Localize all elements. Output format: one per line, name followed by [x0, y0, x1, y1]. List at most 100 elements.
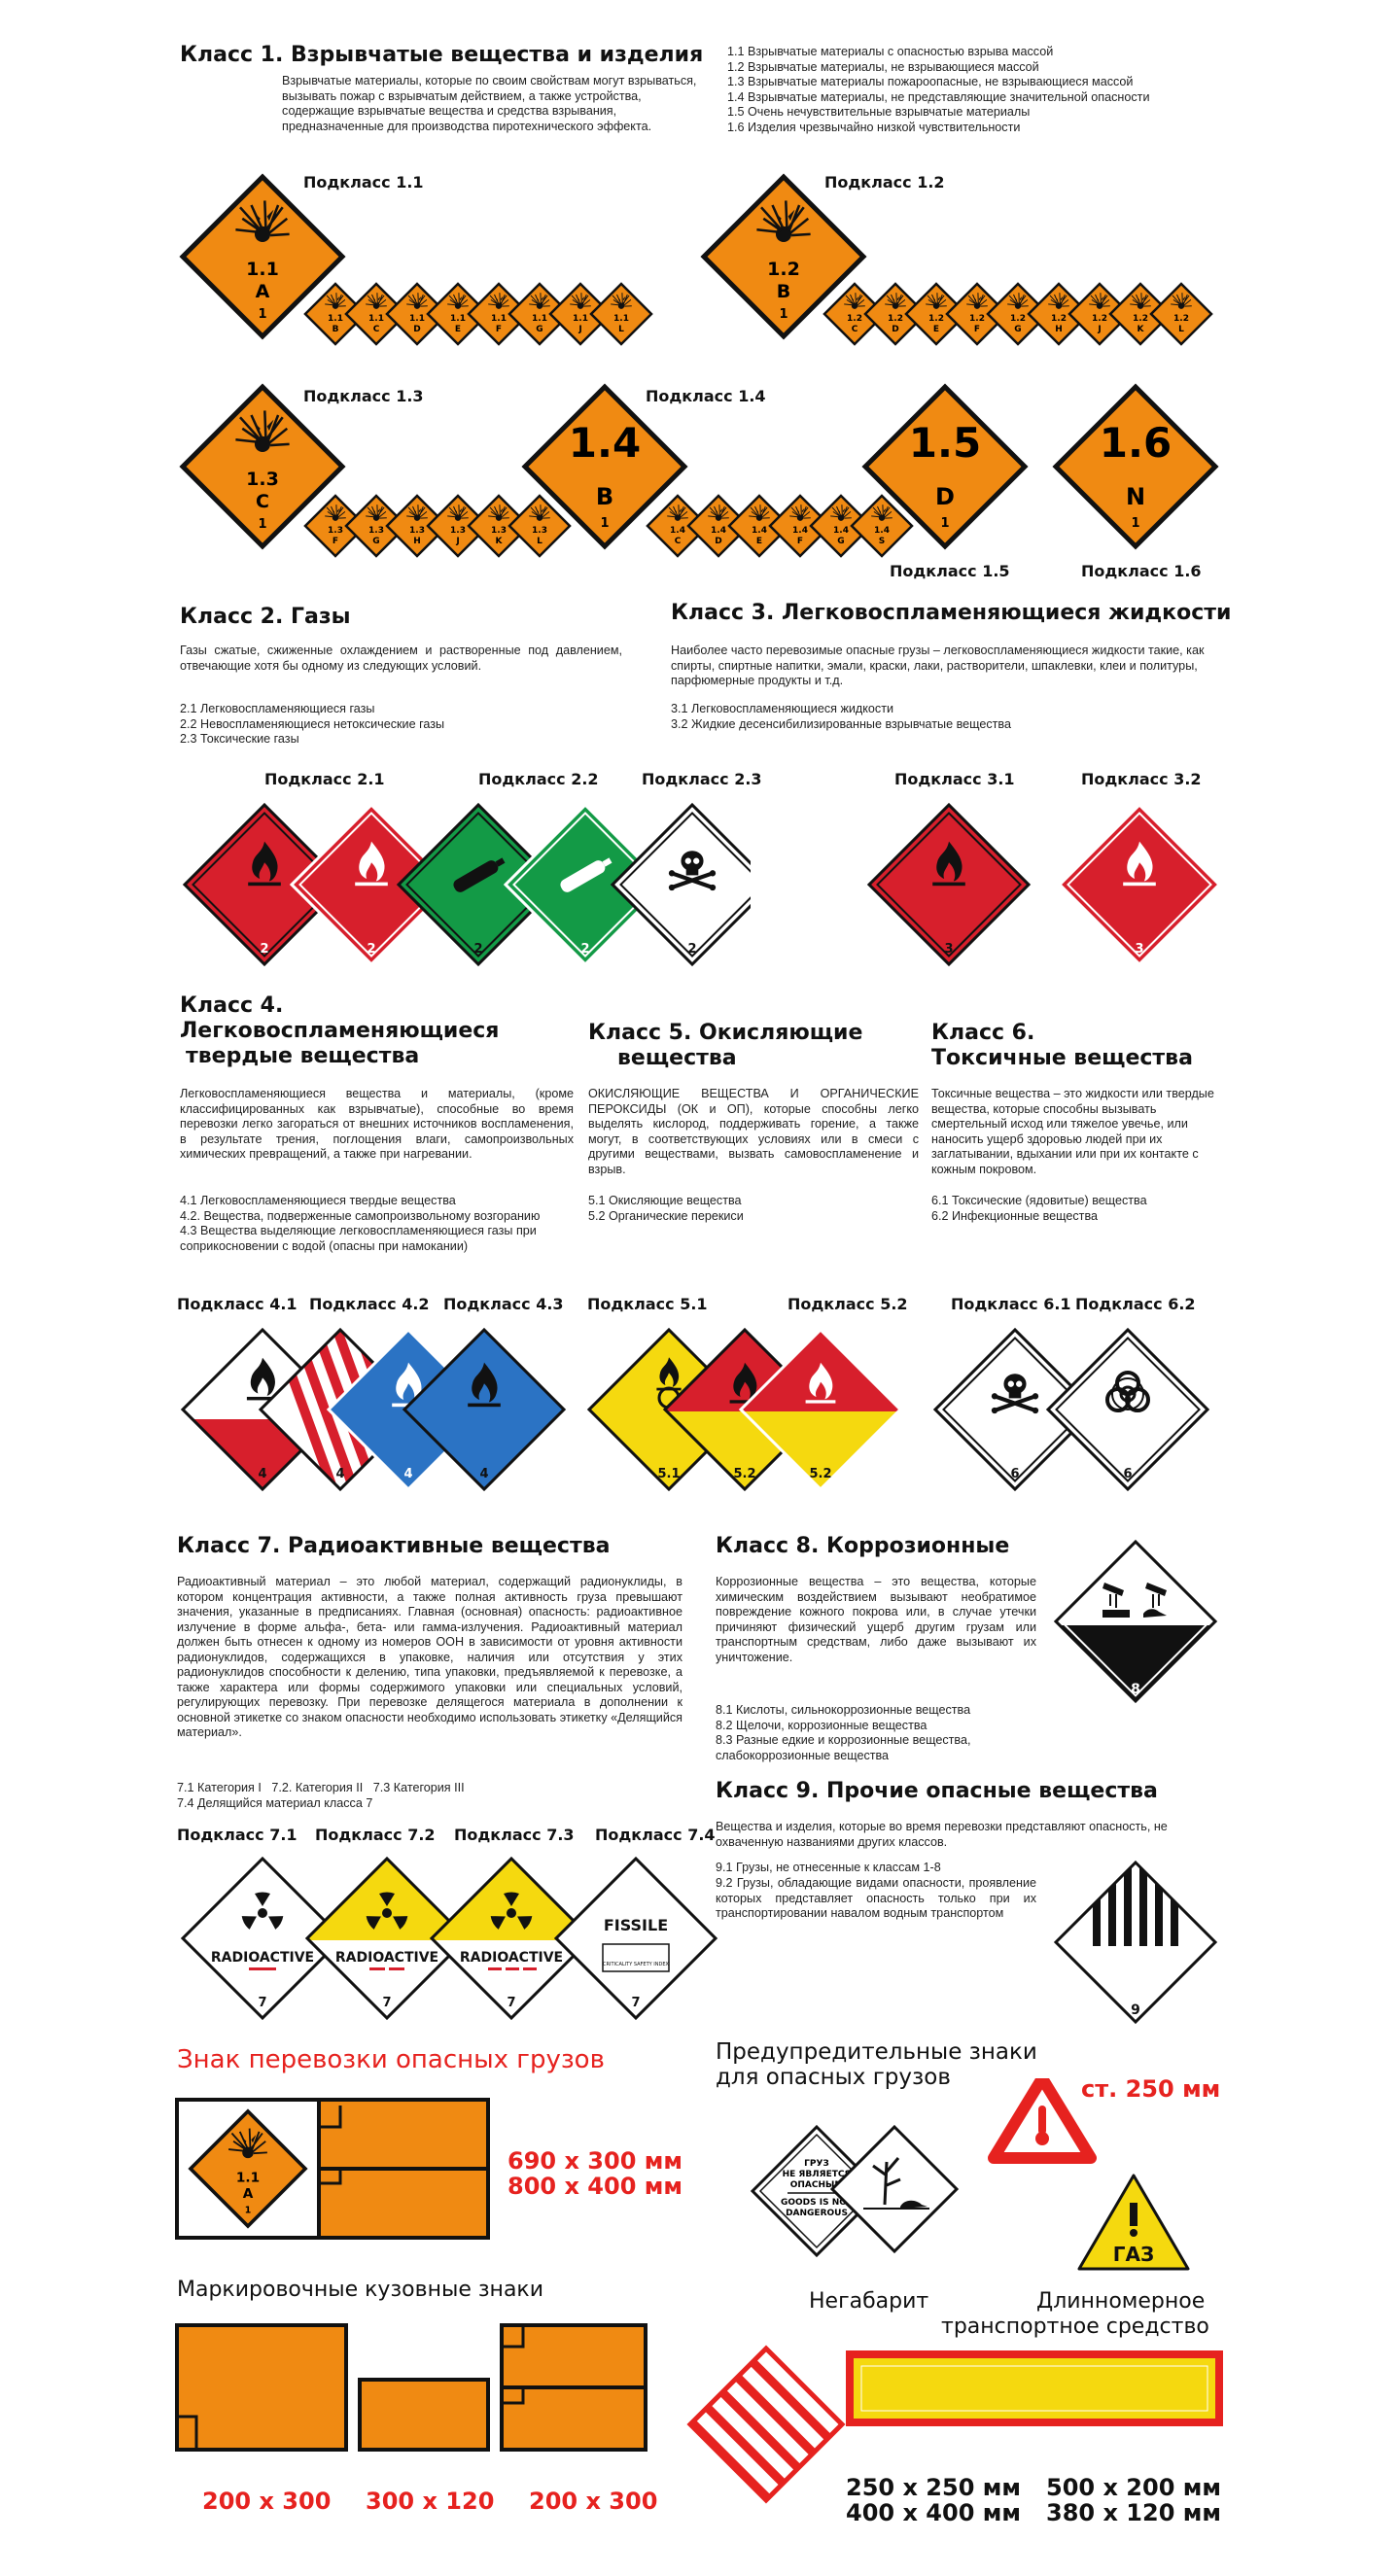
- class1-list-item: 1.2 Взрывчатые материалы, не взрывающиес…: [727, 59, 1039, 74]
- svg-text:C: C: [852, 325, 858, 334]
- mini-row-1-1: 1.1 B 1.1 C 1.1 D 1.1 E 1.1 F 1.1 G 1.1 J 1.1 L: [303, 282, 653, 360]
- subclass-7-3-label: Подкласс 7.3: [454, 1826, 575, 1844]
- svg-text:1.1: 1.1: [532, 314, 547, 324]
- warning-signs-title-line2: для опасных грузов: [716, 2065, 951, 2090]
- svg-text:E: E: [756, 537, 762, 546]
- hazard-sign-9: 9: [1053, 1860, 1218, 2025]
- hazard-sign-1-6: 1.6 N 1: [1052, 383, 1219, 550]
- class7-title: Класс 7. Радиоактивные вещества: [177, 1534, 611, 1558]
- class4-list-item: 4.2. Вещества, подверженные самопроизвол…: [180, 1208, 541, 1223]
- svg-text:3: 3: [944, 942, 953, 957]
- gas-warning-sign: ГАЗ: [1077, 2174, 1190, 2271]
- class6-title-line: Класс 6.: [931, 1021, 1035, 1045]
- class1-list-item: 1.5 Очень нечувствительные взрывчатые ма…: [727, 105, 1031, 119]
- svg-text:1.1: 1.1: [236, 2171, 260, 2186]
- svg-text:1.2: 1.2: [969, 314, 985, 324]
- subclass-4-2-label: Подкласс 4.2: [309, 1295, 430, 1313]
- svg-text:L: L: [537, 537, 542, 546]
- svg-text:1.3: 1.3: [532, 526, 547, 536]
- svg-text:D: D: [413, 325, 420, 334]
- oversize-size-2: 400 x 400 мм: [846, 2499, 1021, 2526]
- hazard-sign-6-1: 6: [932, 1327, 1098, 1492]
- svg-text:1.3: 1.3: [368, 526, 384, 536]
- subclass-4-1-label: Подкласс 4.1: [177, 1295, 298, 1313]
- svg-text:1.3: 1.3: [409, 526, 425, 536]
- mini-hazard-sign-k: 1.3K: [467, 494, 531, 558]
- hazard-sign-6-2: 6: [1045, 1327, 1210, 1492]
- hazard-sign-8: 8: [1053, 1539, 1218, 1704]
- warning-signs: ГРУЗ НЕ ЯВЛЯЕТСЯ ОПАСНЫМ GOODS IS NOT DA…: [750, 2078, 1190, 2271]
- svg-text:1.1: 1.1: [613, 314, 629, 324]
- sign-class: 1: [1131, 516, 1139, 531]
- svg-text:9: 9: [1131, 2002, 1140, 2018]
- svg-text:1.1: 1.1: [328, 314, 343, 324]
- body-mark-size-1: 200 x 300: [202, 2488, 332, 2515]
- hazard-sign-2-2a: 2: [396, 802, 561, 967]
- class6-list-item: 6.2 Инфекционные вещества: [931, 1208, 1098, 1223]
- subclass-2-2-label: Подкласс 2.2: [478, 770, 599, 788]
- class2-list-item: 2.3 Токсические газы: [180, 732, 299, 746]
- long-vehicle-size-2: 380 x 120 мм: [1046, 2499, 1221, 2526]
- svg-text:7: 7: [631, 1996, 640, 2010]
- transport-size-1: 690 x 300 мм: [508, 2147, 682, 2175]
- class4-title: Класс 4. Легковоспламеняющиеся твердые в…: [180, 993, 499, 1069]
- svg-text:S: S: [879, 537, 885, 546]
- temperature-warning-sign: [988, 2078, 1097, 2164]
- hazard-sign-1-5: 1.5 D 1: [861, 383, 1029, 550]
- mini-hazard-sign-d: 1.1D: [385, 282, 449, 346]
- sign-class: 1: [258, 307, 266, 322]
- svg-text:1.1: 1.1: [409, 314, 425, 324]
- class6-title: Класс 6. Токсичные вещества: [931, 1021, 1193, 1071]
- long-vehicle-sign: [846, 2350, 1223, 2426]
- class4-list-item: 4.1 Легковоспламеняющиеся твердые вещест…: [180, 1194, 456, 1207]
- class1-subclass-list: 1.1 Взрывчатые материалы с опасностью вз…: [727, 45, 1330, 135]
- subclass-5-2-label: Подкласс 5.2: [788, 1295, 908, 1313]
- class6-subclass-list: 6.1 Токсические (ядовитые) вещества 6.2 …: [931, 1194, 1228, 1224]
- sign-number: 1.4: [569, 419, 641, 467]
- svg-text:7: 7: [382, 1996, 391, 2010]
- long-vehicle-title-line1: Длинномерное: [1036, 2289, 1206, 2314]
- body-mark-size-3: 200 x 300: [529, 2488, 658, 2515]
- hazard-sign-2-1b: 2: [289, 802, 454, 967]
- sign-class: 1: [258, 517, 266, 532]
- svg-text:1.1: 1.1: [368, 314, 384, 324]
- svg-text:J: J: [455, 537, 459, 546]
- svg-text:F: F: [974, 325, 980, 334]
- class3-signs: 3 3: [866, 802, 1222, 967]
- svg-text:3: 3: [1135, 942, 1143, 957]
- class7-signs: RADIOACTIVE 7 RADIOACTIVE 7 RADIOACTIVE …: [180, 1856, 718, 2021]
- class8-subclass-list: 8.1 Кислоты, сильнокоррозионные вещества…: [716, 1703, 1036, 1763]
- class5-title-line: Класс 5. Окисляющие: [588, 1021, 863, 1045]
- svg-text:7: 7: [507, 1996, 515, 2010]
- class3-description: Наиболее часто перевозимые опасные грузы…: [671, 644, 1205, 687]
- body-marks: [175, 2323, 648, 2452]
- class2-description: Газы сжатые, сжиженные охлаждением и рас…: [180, 644, 622, 673]
- class5-title: Класс 5. Окисляющие вещества: [588, 1021, 862, 1071]
- svg-text:GOODS IS NOT: GOODS IS NOT: [781, 2198, 854, 2208]
- class9-title: Класс 9. Прочие опасные вещества: [716, 1779, 1158, 1803]
- class5-signs: 5.1 5.2 5.2: [586, 1327, 903, 1492]
- svg-text:J: J: [1097, 325, 1101, 334]
- svg-text:2: 2: [473, 942, 482, 957]
- class5-title-line: вещества: [617, 1046, 737, 1070]
- svg-text:1.3: 1.3: [450, 526, 466, 536]
- class1-description: Взрывчатые материалы, которые по своим с…: [282, 74, 697, 133]
- hazard-sign-2-1a: 2: [182, 802, 347, 967]
- svg-text:2: 2: [580, 942, 589, 957]
- svg-text:2: 2: [260, 942, 268, 957]
- svg-text:1.4: 1.4: [752, 526, 767, 536]
- svg-text:K: K: [496, 537, 504, 546]
- mini-hazard-sign-l: 1.1L: [589, 282, 653, 346]
- class2-subclass-list: 2.1 Легковоспламеняющиеся газы 2.2 Невос…: [180, 702, 622, 748]
- class2-signs: 2 2 2 2 2: [182, 802, 751, 967]
- svg-text:K: K: [1138, 325, 1145, 334]
- oversize-size-1: 250 x 250 мм: [846, 2474, 1021, 2501]
- class4-list-item: 4.3 Вещества выделяющие легковоспламеняю…: [180, 1224, 537, 1253]
- svg-text:G: G: [837, 537, 844, 546]
- hazard-sign-3-1: 3: [866, 802, 1032, 967]
- body-marks-title: Маркировочные кузовные знаки: [177, 2278, 544, 2302]
- svg-text:5.2: 5.2: [733, 1467, 755, 1481]
- class4-title-line: Легковоспламеняющиеся: [180, 1019, 500, 1043]
- sign-number: 1.1: [246, 259, 279, 280]
- svg-text:1.4: 1.4: [833, 526, 849, 536]
